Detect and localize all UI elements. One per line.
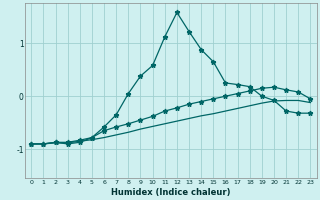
X-axis label: Humidex (Indice chaleur): Humidex (Indice chaleur)	[111, 188, 231, 197]
